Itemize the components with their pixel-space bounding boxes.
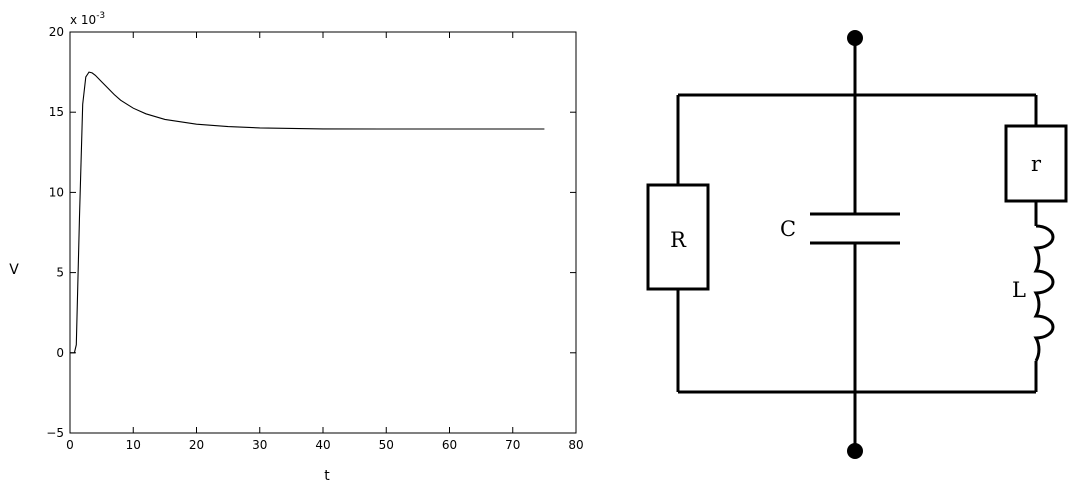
series-line-v: [70, 71, 545, 354]
x-tick-label: 10: [126, 438, 141, 452]
y-axis-label: V: [9, 262, 19, 278]
rlc-circuit-diagram: [646, 30, 1068, 459]
label-R: R: [670, 228, 687, 252]
plot-frame: [69, 31, 577, 434]
axis-ticks: [69, 31, 577, 434]
label-L: L: [1012, 278, 1026, 302]
label-r: r: [1031, 152, 1042, 176]
y-tick-label: 10: [49, 185, 64, 199]
y-multiplier-label: x 10-3: [70, 11, 105, 27]
x-tick-label: 80: [568, 438, 583, 452]
y-tick-label: 5: [56, 266, 64, 280]
y-tick-label: 15: [49, 105, 64, 119]
label-C: C: [780, 217, 796, 241]
x-tick-label: 50: [379, 438, 394, 452]
inductor-L: [1033, 224, 1055, 362]
x-tick-label: 20: [189, 438, 204, 452]
y-tick-label: −5: [46, 426, 64, 440]
y-tick-label: 20: [49, 25, 64, 39]
x-tick-label: 40: [315, 438, 330, 452]
x-axis-label: t: [324, 468, 330, 484]
x-tick-label: 30: [252, 438, 267, 452]
x-tick-label: 60: [442, 438, 457, 452]
y-tick-label: 0: [56, 346, 64, 360]
x-tick-label: 0: [66, 438, 74, 452]
x-tick-label: 70: [505, 438, 520, 452]
